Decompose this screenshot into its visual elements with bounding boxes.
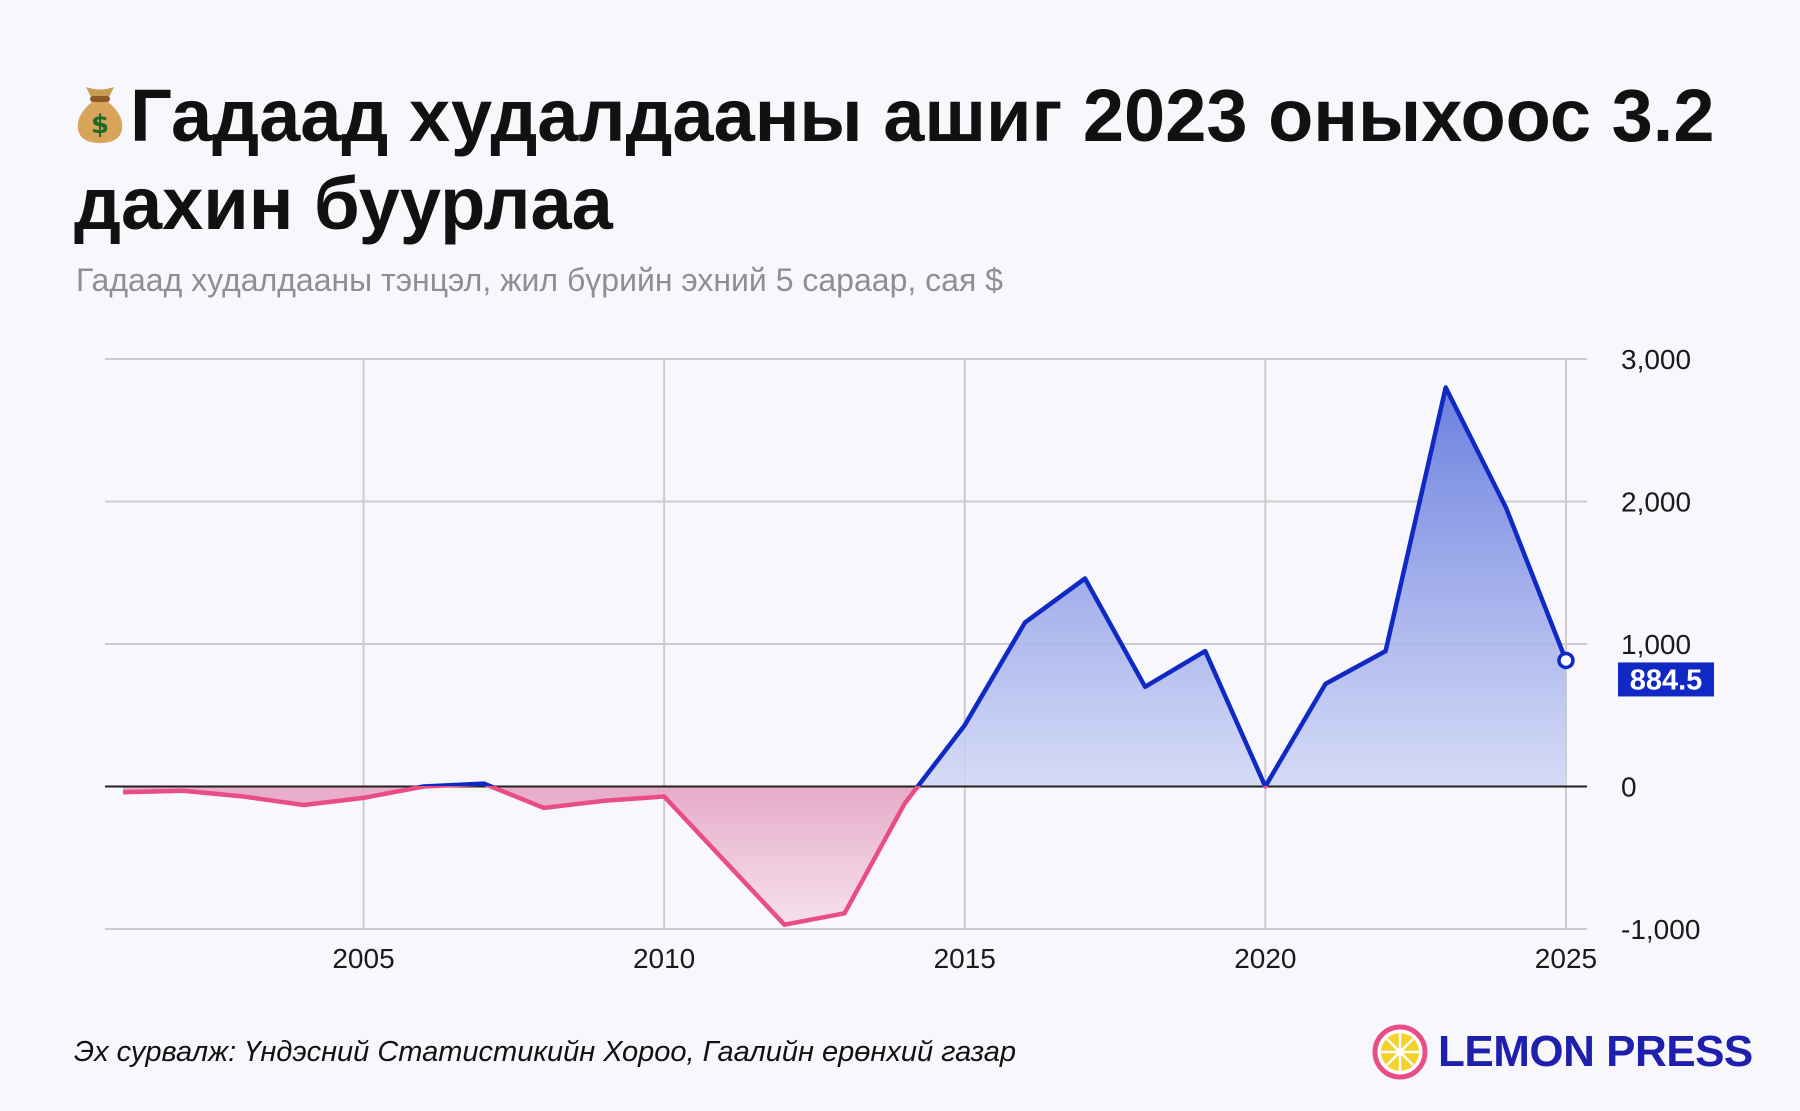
x-tick-label: 2010 [633, 943, 695, 974]
money-bag-icon: $ [74, 76, 126, 143]
chart-title: $ Гадаад худалдааны ашиг 2023 оныхоос 3.2… [74, 72, 1754, 248]
y-tick-label: 2,000 [1621, 487, 1691, 518]
x-tick-label: 2015 [934, 943, 996, 974]
x-tick-label: 2020 [1234, 943, 1296, 974]
y-tick-label: -1,000 [1621, 914, 1700, 945]
lemon-icon [1372, 1024, 1428, 1080]
y-tick-label: 3,000 [1621, 344, 1691, 375]
chart-title-text: Гадаад худалдааны ашиг 2023 оныхоос 3.2 … [74, 74, 1715, 245]
last-value-label: 884.5 [1630, 664, 1703, 696]
chart-subtitle: Гадаад худалдааны тэнцэл, жил бүрийн эхн… [76, 262, 1003, 298]
source-note: Эх сурвалж: Үндэсний Статистикийн Хороо,… [74, 1036, 1017, 1068]
brand-name: LEMON PRESS [1438, 1027, 1753, 1076]
grid-lines [105, 358, 1587, 930]
last-value-badge [1618, 662, 1714, 697]
y-tick-label: 0 [1621, 772, 1637, 803]
svg-text:$: $ [91, 110, 109, 140]
last-value-marker [1557, 651, 1575, 670]
positive-area [433, 387, 1566, 786]
series-line-negative [122, 786, 1269, 927]
axis-tick-labels: 3,000 2,000 1,000 0 -1,000 2005 2010 2015 2020 20… [332, 344, 1700, 974]
y-tick-label: 1,000 [1621, 629, 1691, 660]
negative-area [123, 786, 1566, 925]
x-tick-label: 2005 [332, 943, 394, 974]
x-tick-label: 2025 [1535, 943, 1597, 974]
brand-logo: LEMON PRESS [1372, 1024, 1753, 1080]
series-line-positive [414, 385, 1569, 786]
